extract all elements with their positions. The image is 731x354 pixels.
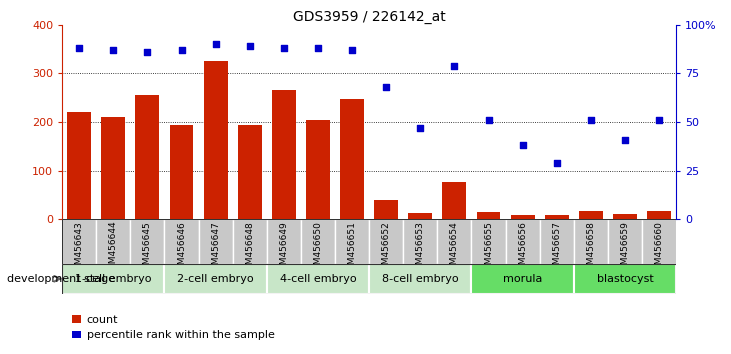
Bar (506, 219, 539, 264)
Bar (164, 264, 267, 294)
Bar (369, 219, 404, 264)
Bar (511, 215, 534, 219)
Point (175, 47, 187, 53)
Bar (170, 125, 194, 219)
Bar (164, 219, 199, 264)
Bar (102, 117, 125, 219)
Bar (442, 182, 466, 219)
Bar (471, 264, 574, 294)
Legend: count, percentile rank within the sample: count, percentile rank within the sample (68, 310, 279, 345)
Point (210, 41, 221, 47)
Text: morula: morula (503, 274, 542, 284)
Bar (608, 219, 642, 264)
Point (551, 160, 563, 166)
Point (142, 49, 154, 55)
Bar (267, 219, 301, 264)
Bar (613, 213, 637, 219)
Text: development stage: development stage (7, 274, 115, 284)
Text: GSM456646: GSM456646 (177, 221, 186, 275)
Bar (135, 95, 159, 219)
Point (73, 45, 85, 51)
Bar (647, 211, 671, 219)
Text: GSM456660: GSM456660 (655, 221, 664, 276)
Bar (642, 219, 676, 264)
Bar (335, 219, 369, 264)
Text: GSM456656: GSM456656 (518, 221, 527, 276)
Bar (204, 61, 227, 219)
Text: GSM456653: GSM456653 (416, 221, 425, 276)
Bar (67, 113, 91, 219)
Text: 1-cell embryo: 1-cell embryo (75, 274, 151, 284)
Point (517, 143, 529, 148)
Bar (404, 219, 437, 264)
Text: blastocyst: blastocyst (596, 274, 654, 284)
Bar (62, 219, 96, 264)
Point (654, 118, 665, 123)
Text: GSM456643: GSM456643 (75, 221, 83, 275)
Title: GDS3959 / 226142_at: GDS3959 / 226142_at (293, 10, 445, 24)
Text: GSM456650: GSM456650 (314, 221, 322, 276)
Text: GSM456652: GSM456652 (382, 221, 390, 275)
Text: 2-cell embryo: 2-cell embryo (178, 274, 254, 284)
Point (346, 47, 358, 53)
Bar (471, 219, 506, 264)
Bar (267, 264, 369, 294)
Bar (232, 219, 267, 264)
Text: GSM456657: GSM456657 (553, 221, 561, 276)
Bar (306, 120, 330, 219)
Text: GSM456648: GSM456648 (246, 221, 254, 275)
Point (278, 45, 289, 51)
Text: GSM456654: GSM456654 (450, 221, 459, 275)
Text: GSM456647: GSM456647 (211, 221, 220, 275)
Bar (340, 99, 364, 219)
Point (585, 118, 596, 123)
Point (380, 84, 392, 90)
Point (619, 137, 631, 142)
Point (449, 63, 461, 68)
Bar (545, 215, 569, 219)
Bar (62, 264, 164, 294)
Text: GSM456651: GSM456651 (348, 221, 357, 276)
Bar (539, 219, 574, 264)
Point (414, 125, 426, 131)
Bar (477, 212, 501, 219)
Bar (574, 264, 676, 294)
Text: GSM456659: GSM456659 (621, 221, 629, 276)
Bar (374, 200, 398, 219)
Bar (579, 211, 603, 219)
Bar (409, 213, 432, 219)
Bar (238, 125, 262, 219)
Bar (199, 219, 232, 264)
Text: GSM456655: GSM456655 (484, 221, 493, 276)
Text: GSM456649: GSM456649 (279, 221, 288, 275)
Text: 8-cell embryo: 8-cell embryo (382, 274, 458, 284)
Point (312, 45, 324, 51)
Point (107, 47, 119, 53)
Text: GSM456645: GSM456645 (143, 221, 152, 275)
Bar (272, 91, 296, 219)
Bar (301, 219, 335, 264)
Bar (574, 219, 608, 264)
Point (482, 118, 494, 123)
Point (244, 44, 256, 49)
Bar (130, 219, 164, 264)
Text: 4-cell embryo: 4-cell embryo (280, 274, 356, 284)
Bar (437, 219, 471, 264)
Bar (96, 219, 130, 264)
Text: GSM456644: GSM456644 (109, 221, 118, 275)
Text: GSM456658: GSM456658 (586, 221, 595, 276)
Bar (369, 264, 471, 294)
